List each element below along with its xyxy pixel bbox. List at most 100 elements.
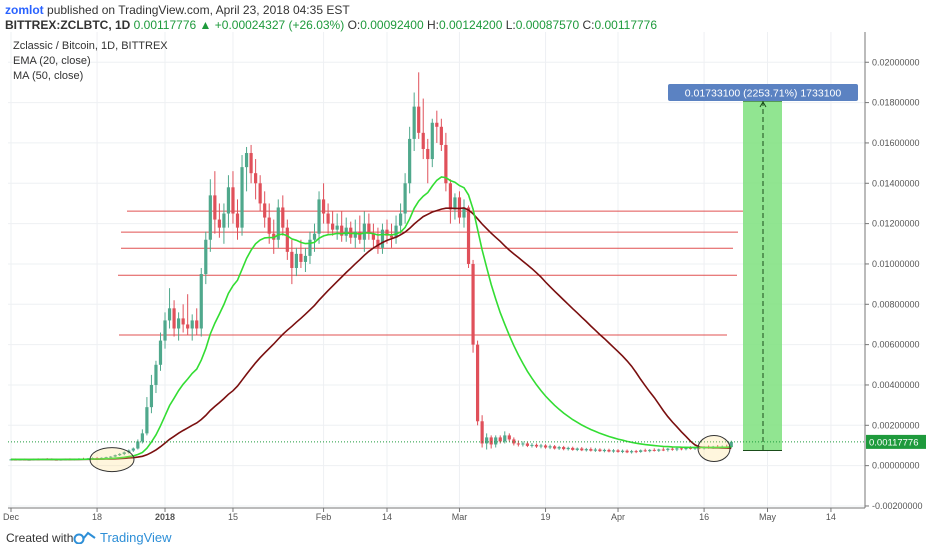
candle-body (167, 308, 172, 321)
candle-body (566, 447, 570, 450)
y-tick-label: 0.00800000 (872, 299, 920, 309)
candle-body (136, 441, 140, 449)
candle-body (584, 449, 588, 451)
candle-body (249, 153, 253, 174)
candle-body (398, 213, 403, 226)
close-label: C: (582, 18, 595, 32)
y-tick-label: 0.01600000 (872, 138, 920, 148)
candle-body (675, 448, 679, 450)
ma-50-line (10, 207, 732, 461)
highlight-ellipse-right[interactable] (697, 435, 731, 462)
legend-ma[interactable]: MA (50, close) (13, 70, 83, 82)
axes: 0.02000000 0.01800000 0.01600000 0.01400000… (3, 32, 926, 522)
symbol-line: BITTREX:ZCLBTC, 1D 0.00117776 ▲ +0.00024… (5, 18, 657, 32)
candle-body (104, 457, 108, 459)
candle-body (186, 324, 190, 329)
candle-body (235, 213, 240, 228)
candle-body (226, 187, 231, 214)
candle-body (729, 441, 733, 448)
candle-body (340, 225, 344, 236)
candle-body (290, 251, 294, 268)
candle-body (553, 446, 557, 449)
high-label: H: (426, 18, 439, 32)
candle-body (634, 451, 638, 453)
candles (9, 72, 733, 461)
candle-body (118, 453, 122, 456)
measure-label: 0.01733100 (2253.71%) 1733100 (668, 84, 858, 101)
y-tick-label: 0.00600000 (872, 340, 920, 350)
candle-body (163, 320, 167, 341)
x-tick-label: Dec (3, 512, 20, 522)
candle-body (643, 450, 647, 452)
ema-20-line (11, 176, 732, 461)
candle-body (154, 364, 158, 385)
candle-body (285, 227, 289, 252)
candle-body (394, 225, 398, 238)
open-value: 0.00092400 (360, 18, 424, 32)
highlight-ellipse-left[interactable] (89, 447, 135, 473)
candle-body (158, 340, 163, 365)
candle-body (199, 274, 203, 329)
candle-body (557, 447, 561, 449)
publish-line: zomlot published on TradingView.com, Apr… (5, 3, 350, 17)
candle-body (507, 435, 511, 440)
candle-body (267, 217, 271, 234)
candle-body (448, 183, 453, 210)
candle-body (688, 447, 693, 449)
candle-body (489, 437, 493, 445)
candle-body (312, 233, 317, 240)
x-tick-label: May (759, 512, 777, 522)
candle-body (217, 219, 221, 228)
candle-body (602, 449, 607, 452)
x-tick-label: 14 (826, 512, 836, 522)
candle-body (367, 223, 371, 234)
candle-body (525, 443, 530, 446)
candle-body (512, 439, 516, 444)
candle-body (389, 235, 394, 238)
candle-body (457, 197, 462, 218)
candle-body (661, 449, 665, 451)
y-tick-label: -0.00200000 (872, 501, 923, 511)
candle-body (317, 199, 321, 234)
tradingview-brand[interactable]: TradingView (100, 530, 172, 545)
candle-body (371, 233, 375, 240)
low-label: L: (505, 18, 516, 32)
candle-body (254, 173, 258, 184)
candle-body (299, 253, 303, 262)
candle-body (335, 225, 339, 230)
chart-legend: Zclassic / Bitcoin, 1D, BITTREX EMA (20,… (13, 40, 168, 82)
legend-ema[interactable]: EMA (20, close) (13, 55, 91, 67)
candle-body (276, 207, 280, 240)
candle-body (480, 421, 484, 444)
price-chart[interactable]: 0.02000000 0.01800000 0.01600000 0.01400000… (0, 32, 932, 524)
highlight-ellipses[interactable] (89, 435, 731, 473)
candle-body (403, 183, 407, 214)
tradingview-logo-icon[interactable] (73, 530, 97, 544)
projection[interactable] (743, 100, 782, 452)
candle-body (670, 448, 674, 450)
y-tick-label: 0.00000000 (872, 461, 920, 471)
candle-body (657, 449, 661, 451)
high-value: 0.00124200 (438, 18, 503, 32)
projection-arrow-icon (759, 101, 767, 108)
candle-body (376, 239, 380, 248)
candle-body (471, 263, 475, 345)
candle-body (684, 447, 688, 450)
candle-body (475, 344, 480, 422)
candle-body (113, 455, 117, 457)
chart-header: zomlot published on TradingView.com, Apr… (0, 0, 932, 32)
candle-body (494, 437, 498, 445)
candle-body (177, 318, 181, 329)
candle-body (625, 450, 629, 453)
candle-body (408, 138, 412, 184)
created-with-label: Created with (6, 531, 74, 545)
candle-body (639, 450, 643, 452)
candle-body (326, 213, 330, 224)
candle-body (358, 231, 362, 240)
candle-body (439, 126, 443, 145)
x-tick-label: 18 (92, 512, 102, 522)
candle-body (417, 106, 421, 133)
y-tick-label: 0.00200000 (872, 420, 920, 430)
close-value: 0.00117776 (594, 18, 658, 32)
author-link[interactable]: zomlot (5, 3, 44, 17)
